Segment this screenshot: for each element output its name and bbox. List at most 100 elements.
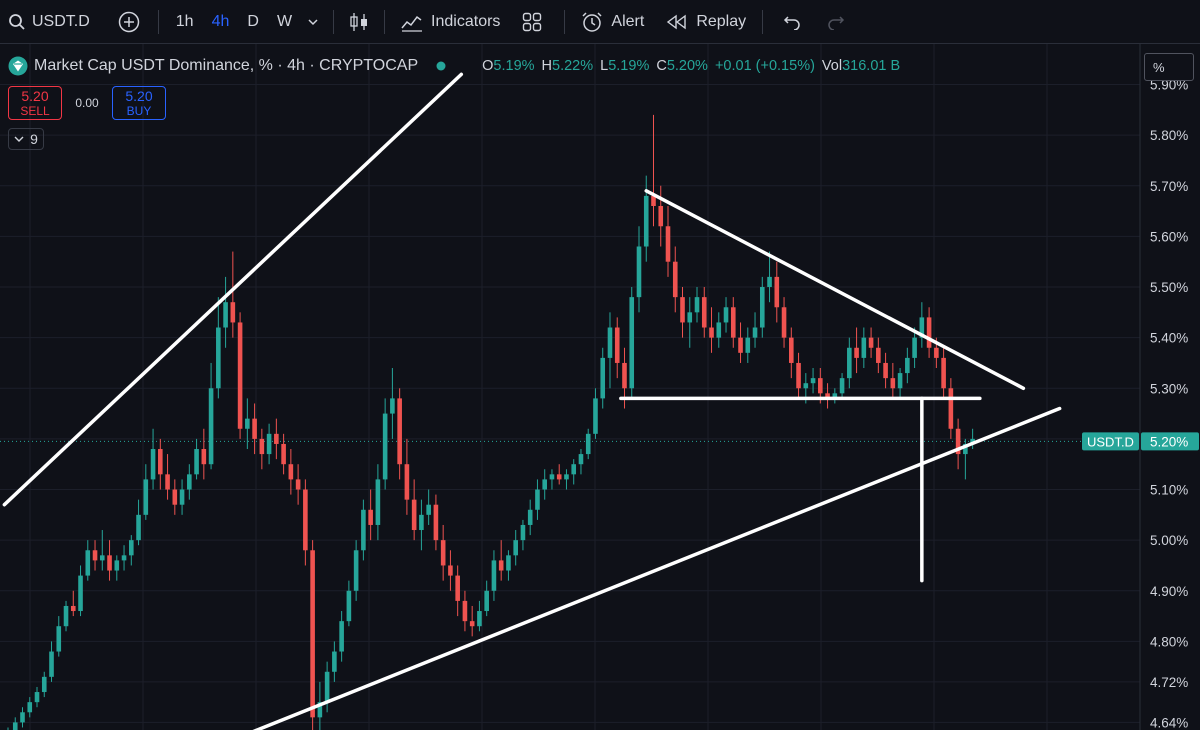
timeframe-d[interactable]: D — [247, 12, 259, 30]
buy-button[interactable]: 5.20 BUY — [112, 86, 166, 120]
candles-layer — [7, 114, 975, 730]
candle — [658, 185, 664, 247]
candle — [955, 418, 961, 470]
candle-body — [216, 327, 221, 389]
redo-button[interactable] — [813, 0, 859, 44]
replay-button[interactable]: Replay — [658, 13, 754, 31]
candle-body — [876, 347, 881, 363]
candle-body — [462, 600, 468, 622]
candle-body — [187, 474, 192, 490]
candle-body — [317, 702, 323, 718]
candle — [861, 327, 867, 369]
candle-body — [854, 347, 859, 358]
candle-body — [832, 393, 838, 399]
candle — [433, 494, 439, 551]
candle-body — [194, 449, 199, 475]
candle — [767, 251, 772, 303]
sell-button[interactable]: 5.20 SELL — [8, 86, 62, 120]
candle — [20, 707, 25, 728]
candle — [201, 428, 207, 480]
buy-label: BUY — [126, 104, 152, 118]
candle — [237, 312, 243, 439]
candle-body — [230, 302, 236, 323]
candle — [600, 347, 606, 409]
price-axis[interactable]: 4.64% 4.72% 4.80% 4.90% 5.00% 5.10% 5.20% 5.30%… — [1139, 44, 1188, 730]
candle — [12, 717, 18, 730]
candle-body — [593, 398, 598, 434]
candle-body — [672, 261, 678, 298]
candle — [905, 347, 910, 384]
undo-button[interactable] — [771, 0, 813, 44]
descending-resistance-line — [644, 189, 1026, 391]
candle-body — [934, 347, 939, 358]
candle — [216, 297, 221, 399]
candle-body — [143, 479, 149, 515]
candle-body — [955, 428, 961, 455]
candle — [614, 317, 620, 379]
symbol-search[interactable]: USDT.D — [0, 0, 90, 44]
candle-body — [861, 337, 867, 358]
candle-body — [883, 362, 888, 379]
candle — [665, 206, 671, 277]
redo-icon — [828, 15, 845, 30]
candle-body — [12, 722, 18, 730]
candle-body — [99, 555, 105, 561]
candle — [745, 327, 751, 363]
candle — [259, 428, 265, 470]
chart-type-button[interactable] — [342, 0, 376, 44]
candle — [825, 383, 830, 409]
y-tick-label: 5.80% — [1150, 128, 1188, 143]
candle-body — [469, 621, 475, 627]
candle-body — [781, 307, 787, 338]
candle-body — [92, 550, 98, 561]
candle — [498, 540, 504, 581]
candle-body — [905, 357, 910, 374]
candle — [593, 388, 598, 439]
divider — [564, 9, 566, 34]
candle — [462, 590, 468, 632]
timeframe-4h[interactable]: 4h — [211, 12, 230, 30]
last-price-tags: USDT.D 5.20% — [1082, 432, 1199, 451]
candle-body — [324, 671, 330, 703]
templates-button[interactable] — [508, 0, 556, 44]
candle-body — [941, 357, 946, 389]
compare-button[interactable] — [90, 0, 150, 44]
candles-icon — [350, 12, 368, 31]
candle-body — [172, 489, 178, 505]
price-chart[interactable]: 4.64% 4.72% 4.80% 4.90% 5.00% 5.10% 5.20% 5.30%… — [0, 44, 1200, 730]
volume-value: 316.01 B — [842, 58, 901, 74]
candle-body — [201, 449, 207, 465]
candle-body — [607, 327, 613, 358]
chevron-down-icon — [308, 18, 318, 25]
candle — [477, 600, 482, 632]
trade-panel: 5.20 SELL 0.00 5.20 BUY — [8, 86, 166, 120]
status-dot-icon — [436, 61, 446, 71]
candle-body — [890, 378, 896, 389]
indicators-collapse-button[interactable]: 9 — [8, 128, 44, 150]
candle-body — [629, 297, 635, 389]
candle — [723, 297, 729, 333]
alert-button[interactable]: Alert — [573, 11, 652, 33]
candle — [926, 307, 932, 358]
timeframe-w[interactable]: W — [276, 12, 293, 30]
candle-body — [56, 626, 62, 652]
y-tick-label: 4.90% — [1150, 584, 1188, 599]
candle — [411, 479, 417, 541]
candle-body — [121, 555, 127, 561]
candle — [382, 398, 388, 490]
timeframe-dropdown[interactable] — [301, 0, 325, 44]
scale-unit-field[interactable]: % — [1144, 53, 1194, 81]
candle — [346, 580, 352, 627]
alert-label: Alert — [611, 12, 645, 30]
close-label: C — [656, 58, 667, 74]
indicators-button[interactable]: Indicators — [393, 12, 508, 32]
candle — [687, 297, 693, 348]
divider — [157, 9, 159, 34]
candle-body — [339, 621, 344, 652]
candle-body — [85, 550, 91, 576]
candle-body — [810, 378, 816, 384]
candle — [912, 327, 917, 369]
timeframe-1h[interactable]: 1h — [175, 12, 194, 30]
top-toolbar: USDT.D 1h 4h D W Indicators Alert — [0, 0, 1200, 44]
